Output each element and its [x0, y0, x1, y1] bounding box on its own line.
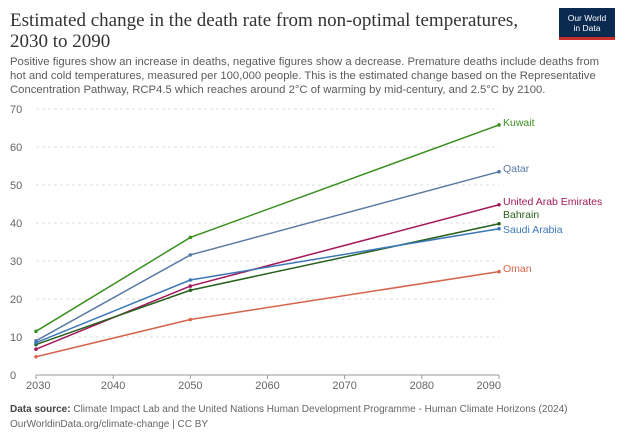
data-source-line: Data source: Climate Impact Lab and the …: [10, 404, 610, 415]
chart-subtitle: Positive figures show an increase in dea…: [10, 56, 600, 96]
y-tick-label: 40: [10, 218, 22, 230]
logo-line-1: Our World: [567, 13, 607, 23]
footer-url[interactable]: OurWorldinData.org/climate-change | CC B…: [10, 419, 209, 430]
data-point: [497, 221, 501, 226]
series-line: [35, 223, 500, 346]
series-label: Oman: [503, 263, 532, 275]
owid-logo[interactable]: Our World in Data: [559, 8, 615, 40]
chart-title: Estimated change in the death rate from …: [10, 10, 519, 52]
series-label: Bahrain: [503, 209, 539, 221]
series-label: Qatar: [503, 163, 530, 175]
series-label: Saudi Arabia: [503, 224, 563, 236]
x-tick-label: 2080: [410, 380, 434, 392]
x-tick-label: 2050: [178, 380, 202, 392]
data-point: [34, 354, 38, 359]
y-tick-label: 70: [10, 104, 22, 116]
data-point: [34, 340, 38, 345]
y-tick-label: 30: [10, 256, 22, 268]
series-line: [35, 124, 500, 332]
data-point: [34, 347, 38, 351]
data-point: [497, 226, 501, 231]
series-line: [35, 170, 500, 342]
y-tick-label: 50: [10, 180, 22, 192]
y-tick-label: 0: [10, 370, 16, 382]
y-tick-label: 60: [10, 142, 22, 154]
series-line: [35, 204, 500, 350]
logo-line-2: in Data: [573, 23, 601, 33]
data-point: [188, 235, 193, 240]
data-source-text: Climate Impact Lab and the United Nation…: [73, 404, 568, 415]
x-tick-label: 2070: [332, 380, 356, 392]
data-point: [188, 284, 193, 288]
data-point: [497, 202, 501, 207]
x-tick-label: 2090: [477, 380, 501, 392]
data-point: [497, 269, 501, 274]
data-point: [188, 317, 193, 322]
x-tick-label: 2060: [255, 380, 279, 392]
y-tick-label: 20: [10, 294, 22, 306]
data-point: [188, 288, 193, 293]
x-tick-label: 2040: [101, 380, 125, 392]
series-label: United Arab Emirates: [503, 196, 602, 208]
series-label: Kuwait: [503, 117, 535, 129]
data-source-label: Data source:: [10, 404, 71, 415]
y-tick-label: 10: [10, 332, 22, 344]
data-point: [188, 278, 193, 282]
data-point: [34, 329, 38, 334]
x-tick-label: 2030: [26, 380, 50, 392]
data-point: [188, 253, 193, 257]
data-point: [497, 123, 501, 127]
series-line: [35, 227, 500, 344]
data-point: [497, 169, 501, 174]
